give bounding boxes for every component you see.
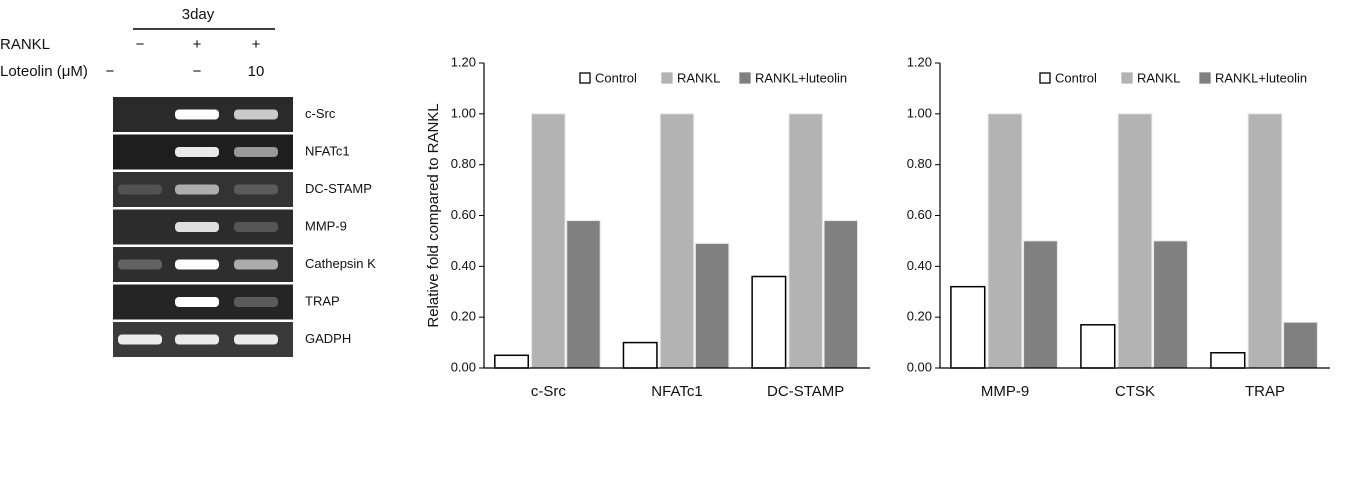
bar <box>532 114 565 368</box>
gel-band <box>118 260 162 270</box>
y-tick-label: 1.20 <box>907 54 932 69</box>
y-tick-label: 0.00 <box>907 359 932 374</box>
x-tick-label: c-Src <box>531 383 566 400</box>
gel-band <box>234 335 278 345</box>
bar <box>988 114 1022 368</box>
y-tick-label: 1.00 <box>907 105 932 120</box>
bar <box>1024 241 1058 368</box>
legend-label: Control <box>595 70 637 85</box>
legend-label: RANKL+luteolin <box>755 70 847 85</box>
gel-band <box>175 110 219 120</box>
gel-band <box>118 335 162 345</box>
gel-band <box>175 335 219 345</box>
bar <box>660 114 693 368</box>
y-tick-label: 0.20 <box>451 309 476 324</box>
gel-band <box>234 185 278 195</box>
bar <box>1154 241 1188 368</box>
bar <box>1284 322 1318 368</box>
bar <box>1248 114 1282 368</box>
gel-row-label: Loteolin (μM) <box>0 63 88 80</box>
legend-label: Control <box>1055 70 1097 85</box>
gel-band <box>175 222 219 232</box>
bar <box>951 287 985 368</box>
gel-lane-mark: + <box>193 36 202 53</box>
legend-swatch <box>1200 73 1210 83</box>
band-label: c-Src <box>305 106 336 121</box>
gel-lane-mark: − <box>106 63 115 80</box>
y-axis-label: Relative fold compared to RANKL <box>425 103 442 327</box>
bar <box>1081 325 1115 368</box>
gel-band <box>175 297 219 307</box>
bar <box>695 243 728 368</box>
gel-band <box>234 222 278 232</box>
x-tick-label: TRAP <box>1245 383 1285 400</box>
legend-swatch <box>740 73 750 83</box>
y-tick-label: 0.00 <box>451 359 476 374</box>
bar <box>824 221 857 368</box>
gel-band <box>234 147 278 157</box>
y-tick-label: 1.20 <box>451 54 476 69</box>
gel-band <box>175 185 219 195</box>
y-tick-label: 0.60 <box>451 207 476 222</box>
band-label: NFATc1 <box>305 143 350 158</box>
y-tick-label: 0.40 <box>451 258 476 273</box>
bar <box>567 221 600 368</box>
x-tick-label: DC-STAMP <box>767 383 844 400</box>
figure: 3day RANKL − + + Loteolin (μM) − − 10 c-Src NFATc… <box>0 0 1346 480</box>
gel-band <box>234 260 278 270</box>
legend-label: RANKL <box>677 70 720 85</box>
legend-label: RANKL <box>1137 70 1180 85</box>
y-tick-label: 0.20 <box>907 309 932 324</box>
band-label: Cathepsin K <box>305 256 376 271</box>
bar <box>623 343 656 368</box>
y-tick-label: 0.80 <box>907 156 932 171</box>
legend-swatch <box>580 73 590 83</box>
bar <box>1211 353 1245 368</box>
bar <box>789 114 822 368</box>
y-tick-label: 0.60 <box>907 207 932 222</box>
gel-band <box>118 185 162 195</box>
bar <box>495 355 528 368</box>
y-tick-label: 1.00 <box>451 105 476 120</box>
x-tick-label: CTSK <box>1115 383 1155 400</box>
gel-band <box>175 260 219 270</box>
legend-swatch <box>1040 73 1050 83</box>
gel-lane-mark: − <box>193 63 202 80</box>
band-label: MMP-9 <box>305 218 347 233</box>
gel-header: 3day <box>182 6 215 23</box>
x-tick-label: MMP-9 <box>981 383 1029 400</box>
legend-label: RANKL+luteolin <box>1215 70 1307 85</box>
band-label: DC-STAMP <box>305 181 372 196</box>
legend-swatch <box>662 73 672 83</box>
band-label: TRAP <box>305 293 340 308</box>
y-tick-label: 0.40 <box>907 258 932 273</box>
gel-band <box>234 297 278 307</box>
x-tick-label: NFATc1 <box>651 383 702 400</box>
bar <box>1118 114 1152 368</box>
gel-band <box>234 110 278 120</box>
gel-band <box>175 147 219 157</box>
y-tick-label: 0.80 <box>451 156 476 171</box>
band-label: GADPH <box>305 331 351 346</box>
gel-lane-mark: + <box>252 36 261 53</box>
gel-row-label: RANKL <box>0 36 50 53</box>
gel-lane-mark: − <box>136 36 145 53</box>
bar <box>752 277 785 369</box>
gel-lane-mark: 10 <box>248 63 265 80</box>
legend-swatch <box>1122 73 1132 83</box>
